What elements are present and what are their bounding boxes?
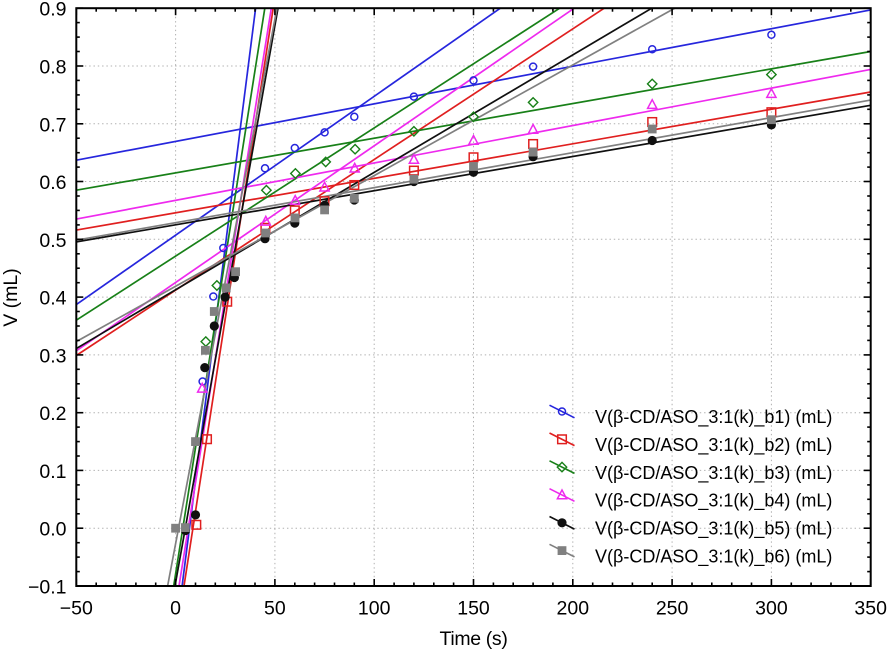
svg-text:−50: −50	[60, 598, 93, 620]
svg-text:0.4: 0.4	[39, 288, 66, 310]
svg-text:V(β-CD/ASO_3:1(k)_b5) (mL): V(β-CD/ASO_3:1(k)_b5) (mL)	[595, 519, 832, 540]
svg-text:0.3: 0.3	[39, 345, 66, 367]
svg-text:300: 300	[755, 598, 788, 620]
svg-text:0.5: 0.5	[39, 230, 66, 252]
svg-text:0: 0	[170, 598, 181, 620]
svg-text:0.7: 0.7	[39, 114, 66, 136]
svg-text:0.9: 0.9	[39, 0, 66, 21]
svg-text:100: 100	[358, 598, 391, 620]
svg-text:350: 350	[854, 598, 887, 620]
svg-text:200: 200	[557, 598, 590, 620]
svg-text:V(β-CD/ASO_3:1(k)_b4) (mL): V(β-CD/ASO_3:1(k)_b4) (mL)	[595, 491, 832, 512]
svg-text:0.8: 0.8	[39, 57, 66, 79]
svg-text:V(β-CD/ASO_3:1(k)_b1) (mL): V(β-CD/ASO_3:1(k)_b1) (mL)	[595, 407, 832, 428]
svg-text:V (mL): V (mL)	[0, 268, 22, 327]
svg-text:Time (s): Time (s)	[440, 628, 508, 650]
svg-text:0.6: 0.6	[39, 172, 66, 194]
svg-text:50: 50	[264, 598, 286, 620]
svg-text:0.1: 0.1	[39, 461, 66, 483]
svg-text:0.2: 0.2	[39, 403, 66, 425]
svg-text:150: 150	[457, 598, 490, 620]
svg-text:V(β-CD/ASO_3:1(k)_b6) (mL): V(β-CD/ASO_3:1(k)_b6) (mL)	[595, 546, 832, 567]
svg-text:0.0: 0.0	[39, 519, 66, 541]
svg-text:V(β-CD/ASO_3:1(k)_b2) (mL): V(β-CD/ASO_3:1(k)_b2) (mL)	[595, 435, 832, 456]
svg-text:V(β-CD/ASO_3:1(k)_b3) (mL): V(β-CD/ASO_3:1(k)_b3) (mL)	[595, 463, 832, 484]
svg-text:250: 250	[656, 598, 689, 620]
svg-text:−0.1: −0.1	[28, 577, 67, 599]
